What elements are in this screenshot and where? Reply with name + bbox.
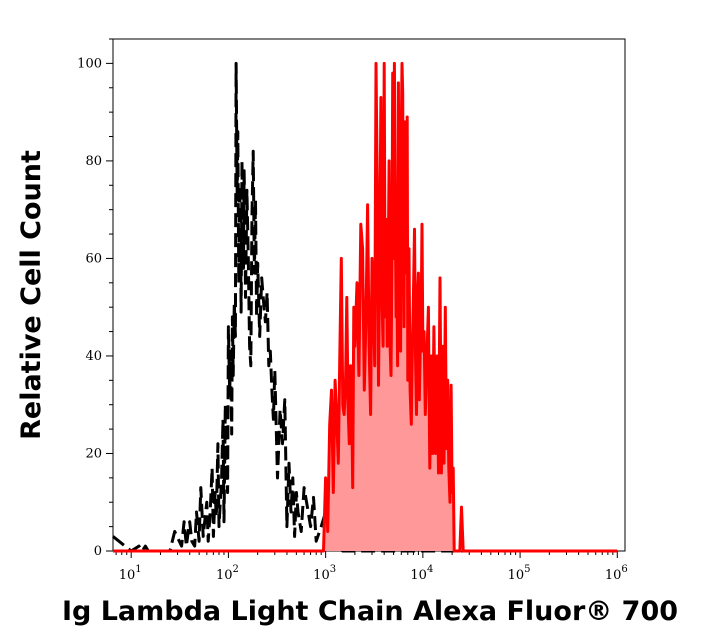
series-1-fill xyxy=(113,63,618,552)
series-layer xyxy=(112,61,618,553)
x-tick-base: 10 xyxy=(119,568,136,583)
x-axis-title: Ig Lambda Light Chain Alexa Fluor® 700 xyxy=(62,596,678,627)
y-tick-label: 80 xyxy=(85,154,102,169)
x-tick-exponent: 3 xyxy=(330,564,336,575)
y-tick-label: 100 xyxy=(77,56,102,71)
x-tick-exponent: 5 xyxy=(524,564,530,575)
x-tick-label: 106 xyxy=(605,564,628,583)
x-tick-label: 101 xyxy=(119,564,142,583)
x-tick-base: 10 xyxy=(605,568,622,583)
x-tick-base: 10 xyxy=(313,568,330,583)
x-tick-exponent: 6 xyxy=(621,564,627,575)
x-tick-exponent: 1 xyxy=(135,564,141,575)
x-tick-base: 10 xyxy=(216,568,233,583)
y-tick-label: 0 xyxy=(94,544,102,559)
y-tick-label: 40 xyxy=(85,349,102,364)
y-tick-label: 60 xyxy=(85,251,102,266)
x-tick-label: 104 xyxy=(410,564,433,583)
x-tick-base: 10 xyxy=(508,568,525,583)
x-tick-label: 102 xyxy=(216,564,239,583)
x-tick-label: 105 xyxy=(508,564,531,583)
x-tick-exponent: 2 xyxy=(232,564,238,575)
series-1-line xyxy=(113,61,618,553)
x-tick-exponent: 4 xyxy=(427,564,433,575)
y-axis-title: Relative Cell Count xyxy=(16,150,47,440)
x-tick-base: 10 xyxy=(410,568,427,583)
y-tick-label: 20 xyxy=(85,446,102,461)
series-0-line xyxy=(112,61,618,553)
x-tick-label: 103 xyxy=(313,564,336,583)
